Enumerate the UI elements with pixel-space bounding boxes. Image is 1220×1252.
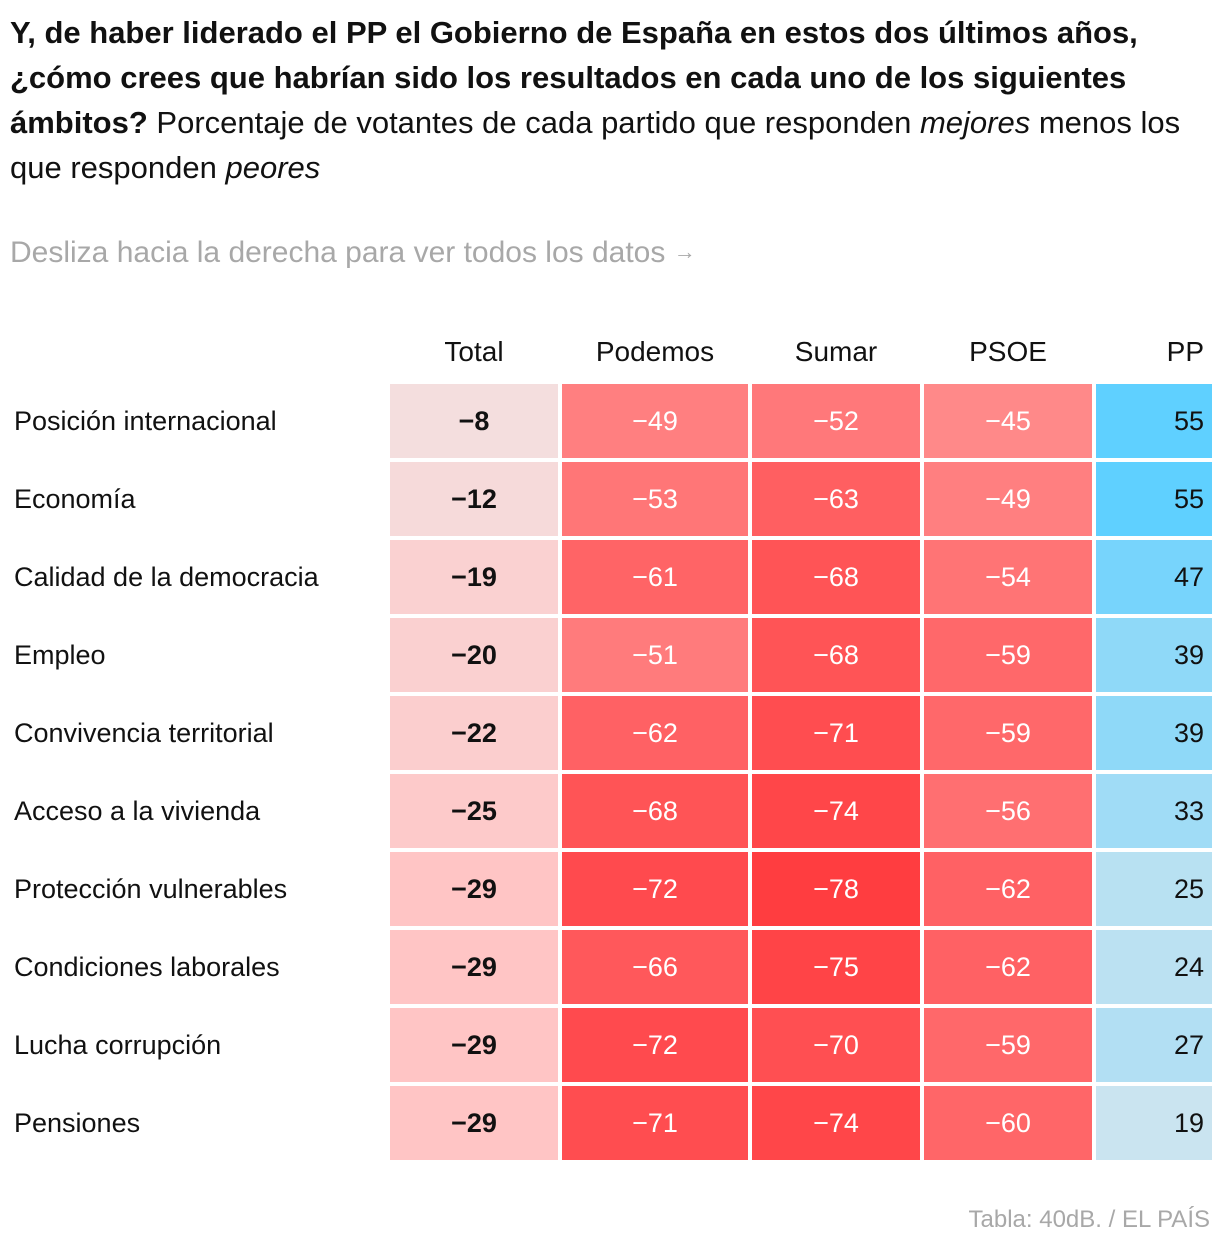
- cell-psoe: −49: [924, 462, 1092, 536]
- cell-sumar: −78: [752, 852, 920, 926]
- cell-pp: 39: [1096, 618, 1212, 692]
- cell-total: −20: [390, 618, 558, 692]
- cell-podemos: −71: [562, 1086, 748, 1160]
- cell-pp: 47: [1096, 540, 1212, 614]
- cell-psoe: −62: [924, 852, 1092, 926]
- cell-podemos: −68: [562, 774, 748, 848]
- table-body: Posición internacional −8 −49 −52 −45 55 Econo…: [4, 384, 1212, 1160]
- cell-total: −22: [390, 696, 558, 770]
- table-row: Acceso a la vivienda −25 −68 −74 −56 33: [4, 774, 1212, 848]
- cell-pp: 25: [1096, 852, 1212, 926]
- data-table: Total Podemos Sumar PSOE PP Posición int…: [0, 320, 1216, 1164]
- cell-pp: 55: [1096, 462, 1212, 536]
- cell-psoe: −54: [924, 540, 1092, 614]
- row-label: Protección vulnerables: [14, 873, 288, 904]
- row-label: Condiciones laborales: [14, 951, 280, 982]
- cell-psoe: −59: [924, 618, 1092, 692]
- cell-sumar: −74: [752, 1086, 920, 1160]
- cell-sumar: −71: [752, 696, 920, 770]
- cell-total: −25: [390, 774, 558, 848]
- row-label: Acceso a la vivienda: [14, 795, 261, 826]
- cell-pp: 39: [1096, 696, 1212, 770]
- cell-psoe: −59: [924, 1008, 1092, 1082]
- scroll-hint-text: Desliza hacia la derecha para ver todos …: [10, 236, 666, 269]
- column-header-pp: PP: [1166, 336, 1204, 367]
- cell-total: −12: [390, 462, 558, 536]
- cell-total: −8: [390, 384, 558, 458]
- cell-podemos: −61: [562, 540, 748, 614]
- row-label: Lucha corrupción: [14, 1029, 222, 1060]
- cell-podemos: −72: [562, 1008, 748, 1082]
- cell-psoe: −56: [924, 774, 1092, 848]
- column-header-total: Total: [444, 336, 504, 367]
- cell-pp: 27: [1096, 1008, 1212, 1082]
- table-row: Convivencia territorial −22 −62 −71 −59 39: [4, 696, 1212, 770]
- cell-podemos: −49: [562, 384, 748, 458]
- cell-total: −19: [390, 540, 558, 614]
- cell-total: −29: [390, 1008, 558, 1082]
- cell-pp: 24: [1096, 930, 1212, 1004]
- cell-podemos: −51: [562, 618, 748, 692]
- row-label: Pensiones: [14, 1107, 141, 1138]
- column-header-psoe: PSOE: [969, 336, 1047, 367]
- subtitle-emphasis-peores: peores: [225, 150, 321, 185]
- scroll-hint: Desliza hacia la derecha para ver todos …: [10, 236, 696, 270]
- cell-sumar: −75: [752, 930, 920, 1004]
- row-label-header: [4, 324, 386, 380]
- cell-sumar: −70: [752, 1008, 920, 1082]
- table-row: Economía −12 −53 −63 −49 55: [4, 462, 1212, 536]
- cell-podemos: −53: [562, 462, 748, 536]
- subtitle-emphasis-mejores: mejores: [919, 105, 1031, 140]
- cell-sumar: −52: [752, 384, 920, 458]
- column-header-podemos: Podemos: [595, 336, 715, 367]
- chart-subtitle: Porcentaje de votantes de cada partido q…: [10, 105, 1180, 185]
- cell-psoe: −62: [924, 930, 1092, 1004]
- table-row: Lucha corrupción −29 −72 −70 −59 27: [4, 1008, 1212, 1082]
- column-header-sumar: Sumar: [794, 336, 878, 367]
- chart-header: Y, de haber liderado el PP el Gobierno d…: [10, 10, 1215, 190]
- cell-sumar: −74: [752, 774, 920, 848]
- cell-total: −29: [390, 930, 558, 1004]
- cell-pp: 33: [1096, 774, 1212, 848]
- cell-podemos: −72: [562, 852, 748, 926]
- cell-podemos: −66: [562, 930, 748, 1004]
- chart-title: Y, de haber liderado el PP el Gobierno d…: [10, 15, 1138, 140]
- cell-sumar: −68: [752, 540, 920, 614]
- table-header-row: Total Podemos Sumar PSOE PP: [4, 324, 1212, 380]
- row-label: Economía: [14, 483, 136, 514]
- cell-sumar: −68: [752, 618, 920, 692]
- table-row: Condiciones laborales −29 −66 −75 −62 24: [4, 930, 1212, 1004]
- cell-total: −29: [390, 1086, 558, 1160]
- cell-pp: 55: [1096, 384, 1212, 458]
- cell-psoe: −45: [924, 384, 1092, 458]
- table-row: Protección vulnerables −29 −72 −78 −62 25: [4, 852, 1212, 926]
- table-row: Empleo −20 −51 −68 −59 39: [4, 618, 1212, 692]
- subtitle-part1: Porcentaje de votantes de cada partido q…: [156, 105, 912, 140]
- cell-sumar: −63: [752, 462, 920, 536]
- cell-podemos: −62: [562, 696, 748, 770]
- row-label: Calidad de la democracia: [14, 561, 319, 592]
- row-label: Empleo: [14, 639, 106, 670]
- cell-total: −29: [390, 852, 558, 926]
- subtitle-part2: menos los que responden: [10, 105, 1181, 185]
- row-label: Posición internacional: [14, 405, 277, 436]
- row-label: Convivencia territorial: [14, 717, 274, 748]
- table-row: Calidad de la democracia −19 −61 −68 −54 47: [4, 540, 1212, 614]
- cell-pp: 19: [1096, 1086, 1212, 1160]
- source-credit: Tabla: 40dB. / EL PAÍS: [968, 1206, 1210, 1233]
- table-row: Posición internacional −8 −49 −52 −45 55: [4, 384, 1212, 458]
- cell-psoe: −59: [924, 696, 1092, 770]
- cell-psoe: −60: [924, 1086, 1092, 1160]
- arrow-right-icon: →: [673, 239, 696, 264]
- table-row: Pensiones −29 −71 −74 −60 19: [4, 1086, 1212, 1160]
